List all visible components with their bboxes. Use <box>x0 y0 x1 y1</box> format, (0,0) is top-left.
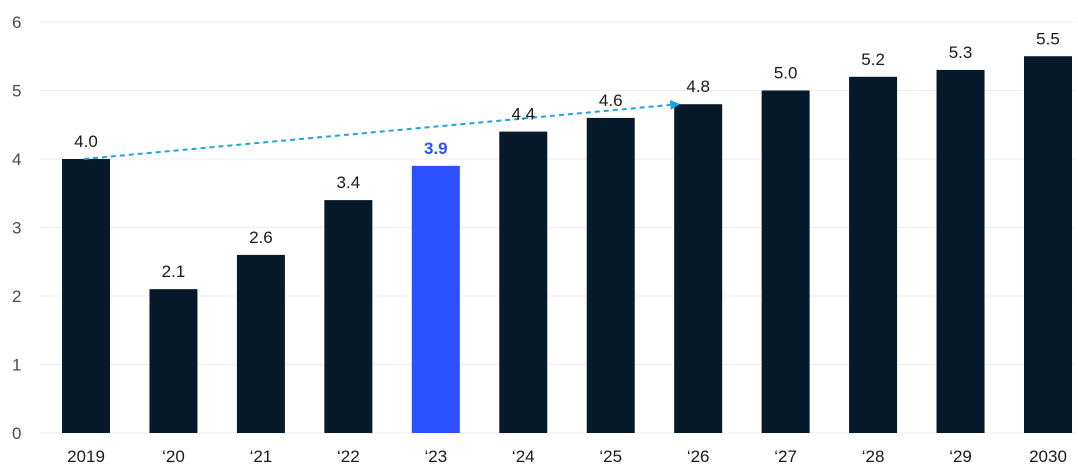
bar <box>324 200 373 433</box>
y-tick-label: 1 <box>12 356 21 375</box>
bar <box>674 104 723 433</box>
data-label: 3.4 <box>337 173 361 192</box>
gridlines <box>40 21 1075 434</box>
data-label: 4.4 <box>511 105 535 124</box>
x-axis-ticks: 2019 ‘20 ‘21 ‘22 ‘23 ‘24 ‘25 ‘26 ‘27 ‘28 ‘29 2030 <box>67 447 1067 465</box>
x-tick-label: ‘24 <box>512 447 535 465</box>
bar <box>849 76 898 434</box>
bar <box>1024 56 1072 433</box>
data-label: 5.5 <box>1036 29 1060 48</box>
y-axis-ticks: 0 1 2 3 4 5 6 <box>12 13 21 443</box>
x-tick-label: ‘26 <box>687 447 710 465</box>
bar-highlighted <box>411 165 460 433</box>
y-tick-label: 2 <box>12 287 21 306</box>
x-tick-label: ‘22 <box>337 447 360 465</box>
bar <box>586 117 635 434</box>
x-tick-label: ‘20 <box>162 447 185 465</box>
bar <box>236 254 285 433</box>
x-tick-label: ‘27 <box>774 447 797 465</box>
bar <box>62 159 110 433</box>
data-label: 4.8 <box>686 77 710 96</box>
bar <box>936 69 985 433</box>
y-tick-label: 0 <box>12 424 21 443</box>
x-tick-label: 2019 <box>67 447 105 465</box>
bars <box>62 56 1072 434</box>
bar <box>499 131 548 433</box>
trend-arrow-layer <box>83 99 681 160</box>
x-tick-label: ‘28 <box>862 447 885 465</box>
data-label: 5.2 <box>861 50 885 69</box>
y-tick-label: 5 <box>12 82 21 101</box>
y-tick-label: 6 <box>12 13 21 32</box>
data-label: 3.9 <box>424 139 448 158</box>
data-label: 2.1 <box>162 262 186 281</box>
x-tick-label: ‘23 <box>424 447 447 465</box>
bar <box>149 289 198 433</box>
x-tick-label: 2030 <box>1029 447 1067 465</box>
data-label: 5.3 <box>949 43 973 62</box>
data-label: 4.6 <box>599 91 623 110</box>
data-label: 2.6 <box>249 228 273 247</box>
y-tick-label: 3 <box>12 219 21 238</box>
y-tick-label: 4 <box>12 150 21 169</box>
data-label: 4.0 <box>74 132 98 151</box>
data-labels: 4.0 2.1 2.6 3.4 3.9 4.4 4.6 4.8 5.0 5.2 5.3 5.5 <box>74 29 1060 281</box>
trend-arrow <box>83 99 681 160</box>
x-tick-label: ‘25 <box>599 447 622 465</box>
bar <box>761 90 810 433</box>
x-tick-label: ‘29 <box>949 447 972 465</box>
data-label: 5.0 <box>774 64 798 83</box>
x-tick-label: ‘21 <box>250 447 273 465</box>
